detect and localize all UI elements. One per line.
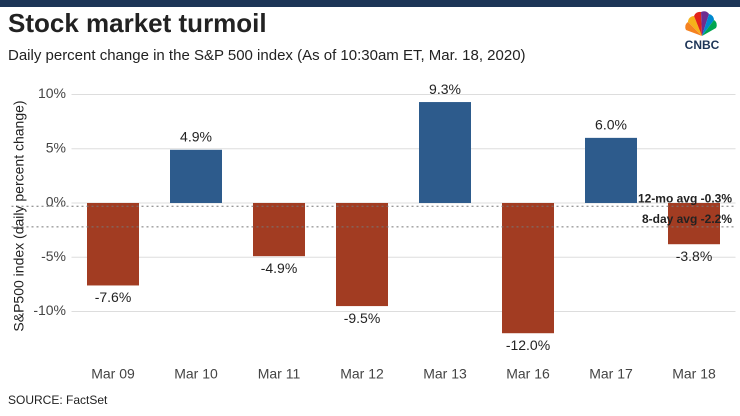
y-tick-label: 10% [38,85,66,101]
bar [336,202,388,307]
value-label: 4.9% [180,129,212,145]
value-label: 6.0% [595,117,627,133]
y-axis-label: S&P500 index (daily percent change) [11,100,27,331]
top-strip [0,0,740,7]
bar [170,149,222,203]
chart-title: Stock market turmoil [8,8,267,38]
value-label: -12.0% [506,337,550,353]
value-label: 9.3% [429,81,461,97]
bar [668,202,720,245]
x-tick-label: Mar 18 [672,366,716,382]
y-tick-label: 0% [46,194,66,210]
chart-subtitle: Daily percent change in the S&P 500 inde… [8,47,526,64]
logo: CNBC [685,11,720,52]
source: SOURCE: FactSet [8,393,108,407]
logo-text: CNBC [685,38,720,52]
bar [502,202,554,334]
x-tick-label: Mar 11 [258,366,301,382]
x-tick-label: Mar 17 [589,366,633,382]
value-label: -4.9% [261,260,298,276]
bar [585,137,637,203]
bar [419,102,471,203]
x-tick-label: Mar 09 [91,366,135,382]
value-label: -7.6% [95,289,132,305]
value-label: -3.8% [676,248,713,264]
x-tick-label: Mar 12 [340,366,384,382]
x-tick-label: Mar 16 [506,366,550,382]
y-tick-label: -10% [33,302,66,318]
value-label: -9.5% [344,310,381,326]
x-tick-label: Mar 10 [174,366,218,382]
bar [253,202,305,257]
y-tick-label: -5% [41,248,66,264]
reference-label: 12-mo avg -0.3% [638,191,732,205]
bar [87,202,139,286]
reference-label: 8-day avg -2.2% [642,212,732,226]
y-tick-label: 5% [46,139,66,155]
x-tick-label: Mar 13 [423,366,467,382]
